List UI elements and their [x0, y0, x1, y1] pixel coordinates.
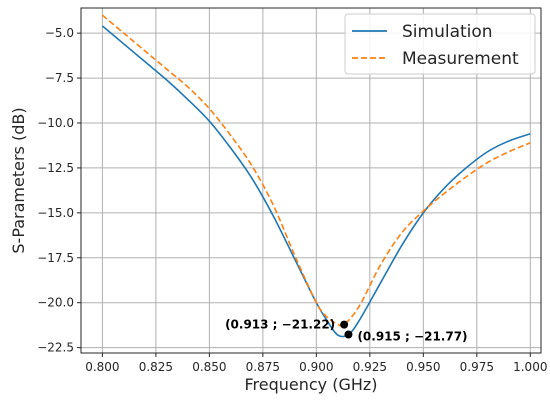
- x-tick-label: 0.850: [192, 360, 226, 374]
- series-layer: [101, 14, 531, 338]
- legend-label-measurement: Measurement: [402, 49, 519, 69]
- legend-label-simulation: Simulation: [402, 22, 493, 42]
- legend-box: [344, 13, 536, 75]
- x-tick-label: 1.000: [513, 360, 547, 374]
- plot-frame: [80, 7, 542, 354]
- y-tick-label: −5.0: [45, 26, 74, 40]
- legend: Simulation Measurement: [344, 13, 536, 75]
- y-tick-label: −17.5: [37, 251, 74, 265]
- x-tick-label: 0.900: [299, 360, 333, 374]
- x-axis-label: Frequency (GHz): [244, 375, 377, 394]
- y-tick-label: −12.5: [37, 161, 74, 175]
- y-tick-label: −20.0: [37, 296, 74, 310]
- y-axis-label: S-Parameters (dB): [9, 107, 28, 253]
- annotation-measurement-min: (0.913 ; −21.22): [225, 318, 335, 332]
- y-tick-label: −15.0: [37, 206, 74, 220]
- x-tick-label: 0.925: [353, 360, 387, 374]
- y-tick-label: −10.0: [37, 116, 74, 130]
- x-tick-label: 0.825: [139, 360, 173, 374]
- x-tick-label: 0.975: [460, 360, 494, 374]
- min-marker: [344, 330, 353, 339]
- x-tick-label: 0.875: [246, 360, 280, 374]
- y-tick-label: −22.5: [37, 341, 74, 355]
- series-line-measurement: [101, 14, 531, 327]
- series-line-simulation: [101, 25, 531, 338]
- min-marker: [340, 320, 349, 329]
- x-tick-label: 0.800: [85, 360, 119, 374]
- annotation-simulation-min: (0.915 ; −21.77): [357, 329, 467, 343]
- tick-layer: 0.800 0.825 0.850 0.875 0.900 0.925 0.950 0.975…: [37, 26, 547, 374]
- x-tick-label: 0.950: [406, 360, 440, 374]
- y-tick-label: −7.5: [45, 71, 74, 85]
- marker-layer: [340, 320, 353, 339]
